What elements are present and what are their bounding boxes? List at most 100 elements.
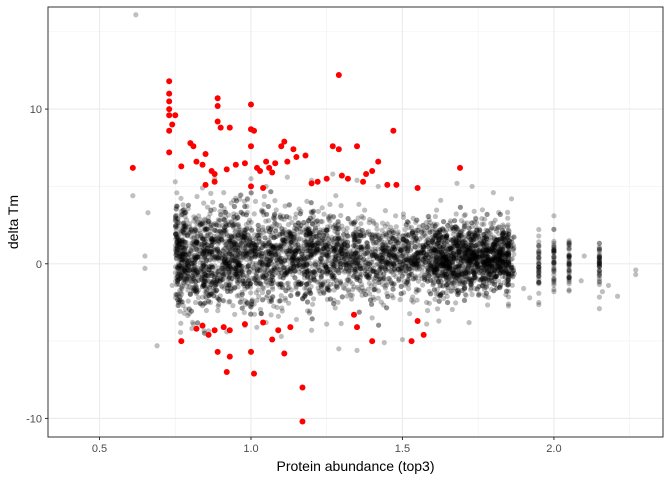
data-point <box>223 251 229 257</box>
data-point <box>443 260 449 266</box>
data-point <box>353 250 359 256</box>
data-point <box>446 258 452 264</box>
data-point <box>353 266 360 272</box>
data-point <box>496 224 502 230</box>
data-point <box>323 252 329 258</box>
data-point <box>203 295 209 301</box>
data-point <box>311 239 317 245</box>
data-point <box>207 211 213 217</box>
data-point <box>240 237 246 243</box>
data-point <box>217 228 223 234</box>
data-point <box>231 214 237 220</box>
data-point <box>420 247 426 253</box>
data-point <box>356 239 362 245</box>
data-point <box>195 295 202 301</box>
data-point <box>467 257 473 263</box>
data-point <box>245 263 251 269</box>
data-point <box>476 234 482 240</box>
data-point <box>222 261 228 267</box>
data-point <box>185 273 191 279</box>
data-point <box>177 231 183 237</box>
data-point <box>186 230 192 236</box>
data-point <box>457 265 463 271</box>
data-point <box>426 288 432 295</box>
data-point <box>228 240 234 246</box>
data-point <box>397 249 403 255</box>
data-point <box>504 270 510 276</box>
data-point <box>307 252 313 258</box>
data-point <box>387 268 393 274</box>
data-point <box>308 209 314 215</box>
data-point <box>497 270 503 276</box>
data-point <box>316 235 322 241</box>
data-point <box>185 287 191 293</box>
data-point <box>292 249 298 255</box>
data-point <box>480 241 486 247</box>
data-point <box>308 200 314 206</box>
data-point <box>477 249 484 255</box>
data-point <box>190 288 196 294</box>
data-point <box>256 232 262 238</box>
data-point <box>310 246 316 252</box>
data-point <box>262 243 269 249</box>
data-point <box>498 282 504 288</box>
data-point <box>425 268 431 274</box>
data-point <box>261 253 267 259</box>
data-point <box>449 253 455 259</box>
data-point <box>497 247 503 253</box>
data-point <box>420 244 426 250</box>
data-point <box>466 235 472 241</box>
data-point <box>196 254 202 260</box>
data-point <box>466 276 472 282</box>
data-point <box>278 293 284 299</box>
data-point <box>186 249 192 255</box>
data-point <box>449 268 455 274</box>
data-point <box>244 283 250 289</box>
data-point <box>222 257 228 263</box>
data-point <box>211 288 217 294</box>
data-point <box>508 239 514 245</box>
data-point <box>187 267 193 273</box>
data-point <box>464 258 470 264</box>
data-point <box>509 265 515 271</box>
data-point <box>314 248 320 255</box>
data-point <box>346 289 352 295</box>
data-point <box>392 255 398 261</box>
data-point <box>181 206 187 213</box>
data-point <box>401 257 407 264</box>
data-point <box>325 284 331 290</box>
data-point <box>432 247 438 253</box>
data-point <box>225 219 231 225</box>
data-point <box>489 263 495 269</box>
data-point <box>484 236 490 242</box>
data-point <box>335 226 341 232</box>
data-point <box>273 233 279 240</box>
data-point <box>405 257 411 263</box>
data-point <box>337 237 343 243</box>
data-point <box>409 230 416 236</box>
data-point <box>231 203 237 210</box>
data-point <box>197 220 204 226</box>
data-point <box>354 260 361 266</box>
data-point <box>382 230 388 236</box>
data-point <box>481 241 487 247</box>
data-point <box>403 231 410 237</box>
data-point <box>342 237 348 243</box>
data-point <box>455 272 461 278</box>
data-point <box>315 240 321 246</box>
data-point <box>472 286 478 292</box>
data-point <box>441 258 447 264</box>
data-point <box>216 239 222 245</box>
data-point <box>272 244 278 250</box>
data-point <box>326 283 332 289</box>
data-point <box>195 277 201 283</box>
data-point <box>278 258 284 264</box>
data-point <box>464 274 470 280</box>
data-point <box>426 273 432 279</box>
data-point <box>407 266 413 272</box>
data-point <box>257 263 263 269</box>
data-point <box>291 231 297 237</box>
data-point <box>454 243 460 249</box>
data-point <box>228 234 234 240</box>
